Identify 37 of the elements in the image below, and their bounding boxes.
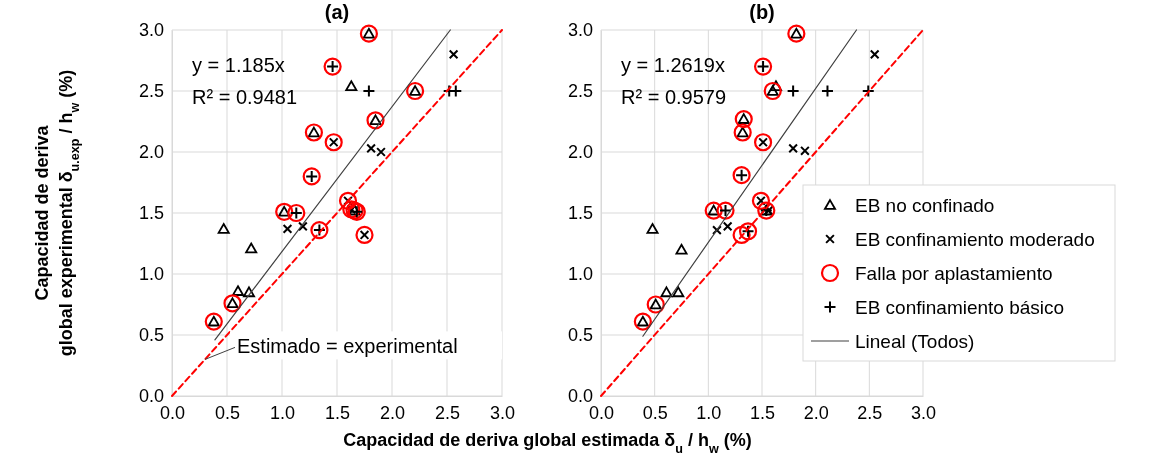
annotation: y = 1.2619x [621, 54, 725, 76]
annotation: Estimado = experimental [237, 335, 458, 358]
legend-label: EB no confinado [855, 195, 995, 216]
x-tick-label: 1.0 [696, 402, 722, 423]
y-tick-label: 1.5 [567, 203, 593, 224]
annotation: R² = 0.9579 [621, 86, 727, 108]
x-tick-label: 0.5 [214, 402, 241, 423]
annotation: y = 1.185x [192, 54, 285, 76]
legend-label: EB confinamiento moderado [855, 229, 1095, 250]
x-tick-label: 1.0 [269, 402, 296, 423]
y-tick-label: 2.0 [138, 142, 164, 163]
x-tick-label: 2.5 [434, 402, 461, 423]
x-axis-title: Capacidad de deriva global estimada δ$_{u}$ / h$_{w}$ (%) [343, 430, 752, 456]
chart-title: (b) [749, 1, 775, 23]
y-tick-label: 3.0 [138, 20, 164, 41]
y-tick-label: 0.5 [567, 325, 593, 346]
y-tick-label: 3.0 [567, 20, 593, 41]
x-tick-label: 2.0 [379, 402, 406, 423]
legend-label: EB confinamiento básico [855, 297, 1065, 318]
x-tick-label: 1.5 [324, 402, 351, 423]
x-tick-label: 2.5 [857, 402, 883, 423]
x-tick-label: 0.5 [642, 402, 668, 423]
x-tick-label: 3.0 [910, 402, 937, 423]
y-tick-label: 2.5 [138, 81, 164, 102]
x-tick-label: 2.0 [803, 402, 829, 423]
x-tick-label: 1.5 [749, 402, 776, 423]
legend-label: Falla por aplastamiento [855, 263, 1053, 284]
y-tick-label: 1.5 [138, 203, 164, 224]
y-tick-label: 2.5 [567, 81, 593, 102]
chart-title: (a) [324, 1, 350, 23]
annotation: R² = 0.9481 [192, 86, 298, 108]
y-tick-label: 2.0 [567, 142, 593, 163]
y-tick-label: 0.5 [138, 325, 164, 346]
y-tick-label: 1.0 [567, 264, 593, 285]
y-tick-label: 1.0 [138, 264, 164, 285]
x-tick-label: 3.0 [489, 402, 516, 423]
legend-label: Lineal (Todos) [855, 331, 975, 352]
